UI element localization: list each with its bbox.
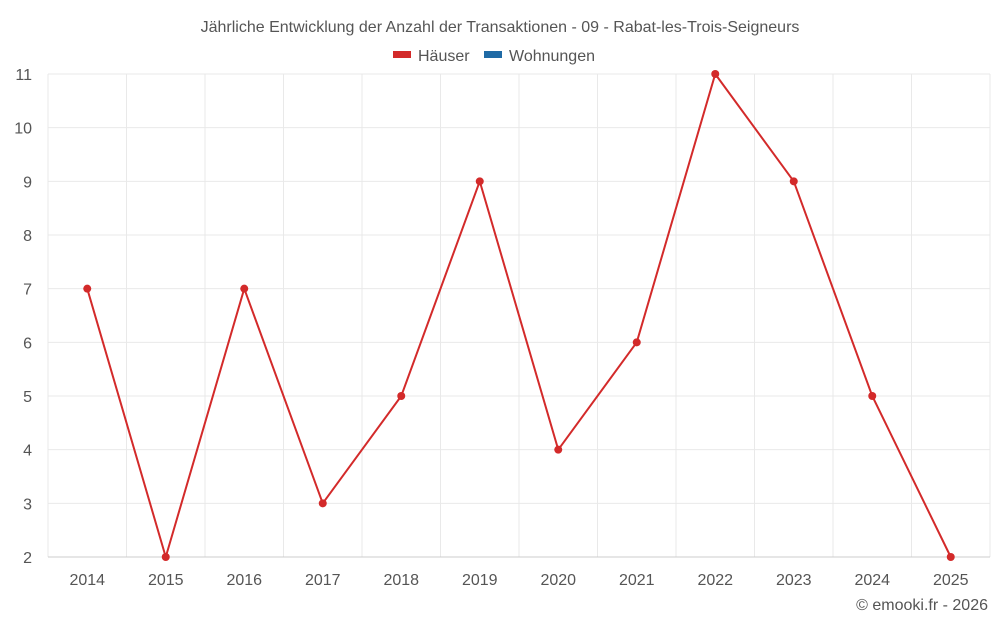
- y-tick-label: 6: [23, 335, 32, 352]
- x-tick-label-2024: 2024: [854, 572, 890, 589]
- y-tick-label: 8: [23, 228, 32, 245]
- legend-label-haeuser: Häuser: [418, 48, 470, 65]
- x-tick-label-2021: 2021: [619, 572, 655, 589]
- series-haeuser: [83, 70, 955, 561]
- data-point-2017[interactable]: [318, 499, 327, 508]
- y-tick-label: 3: [23, 496, 32, 513]
- data-point-2016[interactable]: [240, 284, 249, 293]
- y-tick-label: 5: [23, 389, 32, 406]
- y-tick-label: 7: [23, 282, 32, 299]
- grid: [47, 73, 991, 557]
- credit-text: © emooki.fr - 2026: [856, 597, 988, 614]
- x-tick-label-2016: 2016: [226, 572, 262, 589]
- x-tick-label-2020: 2020: [540, 572, 576, 589]
- data-point-2022[interactable]: [711, 70, 720, 78]
- y-tick-label: 4: [23, 443, 32, 460]
- data-point-2024[interactable]: [868, 392, 877, 400]
- y-tick-label: 11: [15, 67, 32, 84]
- chart-title: Jährliche Entwicklung der Anzahl der Tra…: [201, 19, 800, 36]
- data-point-2018[interactable]: [397, 392, 406, 400]
- series-line-0: [86, 71, 952, 561]
- data-point-2014[interactable]: [83, 284, 92, 293]
- data-point-2021[interactable]: [632, 338, 641, 347]
- data-point-2020[interactable]: [554, 445, 563, 454]
- x-tick-label-2015: 2015: [148, 572, 184, 589]
- data-point-2023[interactable]: [789, 177, 798, 186]
- x-tick-label-2018: 2018: [383, 572, 419, 589]
- legend-swatch-haeuser: [393, 51, 411, 58]
- x-tick-label-2014: 2014: [69, 572, 105, 589]
- data-point-2019[interactable]: [475, 177, 484, 186]
- y-tick-label: 10: [14, 121, 32, 138]
- legend-swatch-wohnungen: [484, 51, 502, 58]
- x-tick-label-2017: 2017: [305, 572, 341, 589]
- data-point-2025[interactable]: [946, 553, 955, 561]
- x-tick-label-2025: 2025: [933, 572, 969, 589]
- legend: Häuser Wohnungen: [393, 48, 595, 65]
- legend-item-wohnungen[interactable]: Wohnungen: [484, 48, 595, 65]
- y-axis-labels: 2 3 4 5 6 7 8 9 10 11: [14, 67, 32, 567]
- x-tick-label-2022: 2022: [697, 572, 733, 589]
- legend-label-wohnungen: Wohnungen: [509, 48, 595, 65]
- x-tick-label-2019: 2019: [462, 572, 498, 589]
- x-axis-labels: 2014 2015 2016 2017 2018 2019 2020 2021 2022 2023…: [69, 572, 968, 589]
- y-tick-label: 9: [23, 174, 32, 191]
- y-tick-label: 2: [23, 550, 32, 567]
- data-point-2015[interactable]: [161, 553, 170, 561]
- legend-item-haeuser[interactable]: Häuser: [393, 48, 470, 65]
- x-tick-label-2023: 2023: [776, 572, 812, 589]
